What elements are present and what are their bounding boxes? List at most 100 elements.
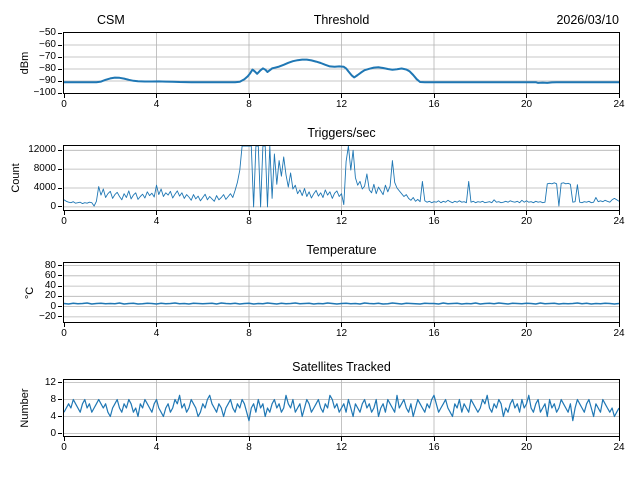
x-tick-label: 24 bbox=[613, 328, 625, 339]
x-tick-label: 4 bbox=[153, 442, 160, 453]
x-tick-mark bbox=[156, 437, 157, 441]
y-tick-mark bbox=[58, 187, 62, 189]
y-tick-label: 8 bbox=[50, 393, 56, 405]
y-tick-label: 0 bbox=[50, 300, 56, 312]
y-tick-mark bbox=[58, 32, 62, 34]
x-tick-label: 8 bbox=[246, 99, 252, 110]
x-tick-mark bbox=[618, 94, 620, 98]
y-tick-mark bbox=[58, 80, 62, 82]
y-tick-mark bbox=[58, 92, 62, 94]
y-tick-mark bbox=[58, 265, 62, 267]
x-tick-mark bbox=[341, 211, 342, 215]
x-tick-label: 20 bbox=[520, 216, 533, 227]
x-tick-label: 8 bbox=[246, 328, 252, 339]
y-tick-label: 20 bbox=[44, 290, 56, 302]
x-tick-mark bbox=[156, 323, 157, 327]
x-tick-label: 0 bbox=[61, 328, 67, 339]
plot-title: Triggers/sec bbox=[307, 126, 376, 140]
y-tick-mark bbox=[58, 295, 62, 297]
x-tick-mark bbox=[248, 323, 250, 327]
y-tick-label: 12000 bbox=[28, 144, 56, 156]
y-tick-mark bbox=[58, 416, 62, 417]
x-tick-mark bbox=[618, 211, 620, 215]
x-tick-label: 4 bbox=[153, 216, 160, 227]
y-tick-label: −20 bbox=[39, 310, 56, 322]
x-tick-label: 24 bbox=[613, 99, 625, 110]
plot-canvas bbox=[64, 380, 619, 436]
x-tick-mark bbox=[248, 437, 250, 441]
x-tick-mark bbox=[63, 437, 65, 441]
y-tick-label: 12 bbox=[44, 376, 56, 388]
x-tick-label: 16 bbox=[428, 328, 440, 339]
x-tick-mark bbox=[341, 323, 342, 327]
x-tick-mark bbox=[433, 323, 435, 327]
y-tick-label: −100 bbox=[33, 87, 56, 98]
x-tick-label: 20 bbox=[520, 99, 533, 110]
x-tick-label: 24 bbox=[613, 442, 625, 453]
x-tick-label: 8 bbox=[246, 216, 252, 227]
x-tick-mark bbox=[63, 211, 65, 215]
y-tick-mark bbox=[58, 382, 62, 383]
y-tick-label: −60 bbox=[39, 39, 56, 50]
y-tick-label: −90 bbox=[39, 75, 56, 86]
x-tick-mark bbox=[341, 437, 342, 441]
x-tick-mark bbox=[433, 437, 435, 441]
x-tick-label: 16 bbox=[428, 442, 440, 453]
x-tick-mark bbox=[618, 323, 620, 327]
y-tick-mark bbox=[58, 306, 62, 308]
y-tick-mark bbox=[58, 206, 62, 208]
x-tick-mark bbox=[248, 94, 250, 98]
y-tick-label: 0 bbox=[50, 200, 56, 212]
x-tick-mark bbox=[526, 211, 527, 215]
plot-title-date: 2026/03/10 bbox=[556, 13, 619, 27]
series-line-trigger-count bbox=[64, 146, 619, 208]
y-tick-label: −80 bbox=[39, 63, 56, 74]
plot-title-left: CSM bbox=[97, 13, 125, 27]
x-tick-label: 12 bbox=[335, 328, 348, 339]
x-tick-mark bbox=[63, 94, 65, 98]
x-tick-label: 0 bbox=[61, 442, 67, 453]
y-tick-mark bbox=[58, 275, 62, 277]
series-line-signal-threshold-dbm bbox=[64, 58, 619, 84]
x-tick-label: 24 bbox=[613, 216, 625, 227]
y-tick-label: 4000 bbox=[33, 182, 56, 193]
x-tick-mark bbox=[526, 323, 527, 327]
y-tick-label: 60 bbox=[44, 269, 56, 281]
x-tick-label: 20 bbox=[520, 328, 533, 339]
x-tick-label: 4 bbox=[153, 328, 160, 339]
x-tick-mark bbox=[526, 94, 527, 98]
y-tick-label: 8000 bbox=[33, 163, 56, 175]
x-tick-label: 0 bbox=[61, 216, 67, 227]
y-tick-label: −70 bbox=[39, 51, 56, 62]
plot-title: Satellites Tracked bbox=[292, 360, 391, 374]
y-tick-mark bbox=[58, 399, 62, 400]
y-tick-mark bbox=[58, 56, 62, 58]
plot-title: Threshold bbox=[313, 13, 370, 27]
x-tick-label: 12 bbox=[335, 99, 348, 110]
x-tick-mark bbox=[433, 211, 435, 215]
x-tick-mark bbox=[156, 94, 157, 98]
x-tick-mark bbox=[341, 94, 342, 98]
x-tick-label: 0 bbox=[61, 99, 67, 110]
x-tick-mark bbox=[433, 94, 435, 98]
y-tick-label: 4 bbox=[50, 410, 56, 422]
x-tick-mark bbox=[618, 437, 620, 441]
plot-canvas bbox=[64, 263, 619, 322]
y-tick-label: 40 bbox=[44, 280, 56, 292]
y-tick-mark bbox=[58, 68, 62, 70]
x-tick-label: 12 bbox=[335, 216, 348, 227]
y-tick-mark bbox=[58, 44, 62, 46]
y-tick-mark bbox=[58, 168, 62, 170]
plot-canvas bbox=[64, 146, 619, 210]
y-tick-mark bbox=[58, 316, 62, 318]
x-tick-mark bbox=[248, 211, 250, 215]
x-tick-mark bbox=[156, 211, 157, 215]
series-line-satellite-count bbox=[64, 394, 619, 422]
x-tick-mark bbox=[526, 437, 527, 441]
series-line-temperature-celsius bbox=[64, 302, 619, 305]
y-tick-mark bbox=[58, 149, 62, 151]
y-tick-label: 80 bbox=[44, 259, 56, 271]
x-tick-label: 16 bbox=[428, 216, 440, 227]
y-tick-mark bbox=[58, 433, 62, 434]
